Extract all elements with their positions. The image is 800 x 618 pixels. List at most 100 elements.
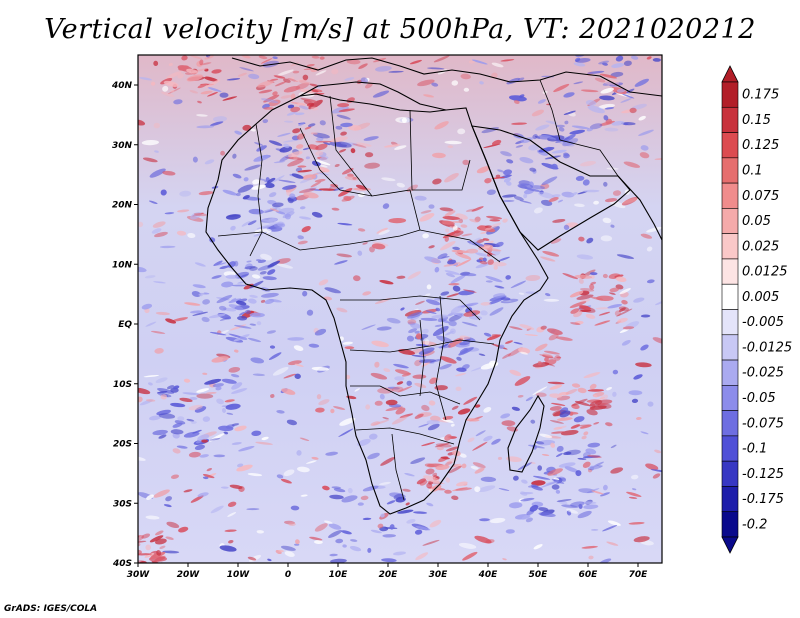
field-cell — [574, 203, 585, 208]
field-cell — [391, 415, 408, 425]
field-cell — [138, 553, 152, 556]
field-cell — [226, 412, 234, 415]
field-cell — [352, 143, 367, 148]
field-cell — [284, 520, 295, 525]
field-cell — [204, 159, 215, 165]
field-cell — [456, 481, 468, 487]
field-cell — [294, 363, 304, 367]
field-cell — [227, 501, 237, 507]
field-cell — [502, 558, 507, 561]
field-cell — [222, 96, 238, 101]
field-cell — [439, 363, 452, 370]
field-cell — [292, 128, 301, 134]
field-cell — [576, 424, 591, 427]
field-cell — [474, 486, 481, 493]
field-cell — [434, 266, 440, 273]
field-cell — [415, 300, 425, 305]
field-cell — [256, 530, 264, 534]
field-cell — [213, 116, 227, 122]
field-cell — [178, 526, 189, 533]
field-cell — [498, 488, 510, 491]
field-cell — [197, 83, 208, 89]
field-cell — [216, 262, 227, 266]
field-cell — [589, 383, 597, 390]
field-cell — [491, 62, 504, 68]
field-cell — [296, 102, 306, 107]
field-cell — [279, 146, 293, 153]
field-cell — [444, 173, 459, 183]
field-cell — [192, 284, 206, 289]
field-cell — [314, 540, 323, 545]
field-cell — [288, 522, 296, 527]
field-cell — [424, 256, 442, 264]
field-cell — [219, 545, 237, 552]
field-cell — [474, 467, 485, 474]
field-cell — [493, 293, 506, 298]
field-cell — [176, 230, 187, 236]
field-cell — [268, 218, 278, 222]
field-cell — [153, 60, 159, 66]
field-cell — [532, 475, 551, 480]
field-cell — [157, 387, 175, 394]
colorbar-label: 0.15 — [742, 113, 771, 128]
field-cell — [425, 310, 437, 314]
field-cell — [618, 307, 626, 312]
india-coastline — [617, 175, 662, 241]
field-cell — [450, 328, 456, 335]
field-cell — [555, 336, 573, 341]
colorbar-segment — [721, 435, 739, 462]
field-cell — [553, 83, 570, 93]
field-cell — [479, 518, 490, 522]
field-cell — [350, 148, 356, 154]
field-cell — [632, 488, 637, 491]
colorbar-segment — [721, 182, 739, 209]
field-cell — [179, 190, 192, 197]
colorbar-label: -0.1 — [742, 442, 767, 457]
field-cell — [162, 550, 180, 554]
field-cell — [340, 122, 353, 128]
field-cell — [319, 156, 329, 161]
field-cell — [574, 274, 593, 279]
field-cell — [448, 230, 464, 238]
field-cell — [192, 429, 202, 434]
field-cell — [480, 476, 497, 483]
colorbar-segment — [721, 106, 739, 133]
field-cell — [563, 153, 570, 159]
field-cell — [170, 402, 186, 408]
field-cell — [414, 413, 424, 419]
field-cell — [578, 236, 585, 242]
field-cell — [587, 454, 602, 458]
field-cell — [646, 56, 652, 60]
field-cell — [201, 316, 210, 323]
colorbar-label: -0.075 — [742, 416, 784, 431]
field-cell — [469, 237, 482, 245]
field-cell — [500, 297, 511, 301]
field-cell — [447, 312, 455, 317]
field-cell — [531, 109, 544, 117]
field-cell — [425, 299, 441, 306]
field-cell — [549, 420, 564, 424]
field-cell — [519, 324, 535, 330]
field-cell — [551, 163, 558, 170]
field-cell — [393, 551, 406, 556]
field-cell — [544, 350, 560, 355]
field-cell — [502, 353, 512, 359]
field-cell — [529, 504, 539, 512]
field-cell — [600, 87, 614, 94]
field-cell — [254, 228, 272, 235]
field-cell — [401, 373, 412, 377]
field-cell — [241, 221, 251, 227]
field-cell — [196, 125, 215, 129]
field-cell — [396, 182, 406, 188]
field-cell — [563, 110, 576, 115]
field-cell — [381, 558, 397, 563]
field-cell — [495, 241, 504, 248]
field-cell — [375, 65, 392, 72]
field-cell — [204, 55, 214, 60]
field-cell — [353, 275, 361, 282]
colorbar-label: 0.075 — [742, 189, 779, 204]
field-cell — [514, 514, 531, 520]
lon-tick-label: 50E — [529, 570, 549, 580]
field-cell — [248, 73, 260, 80]
field-cell — [620, 98, 632, 103]
